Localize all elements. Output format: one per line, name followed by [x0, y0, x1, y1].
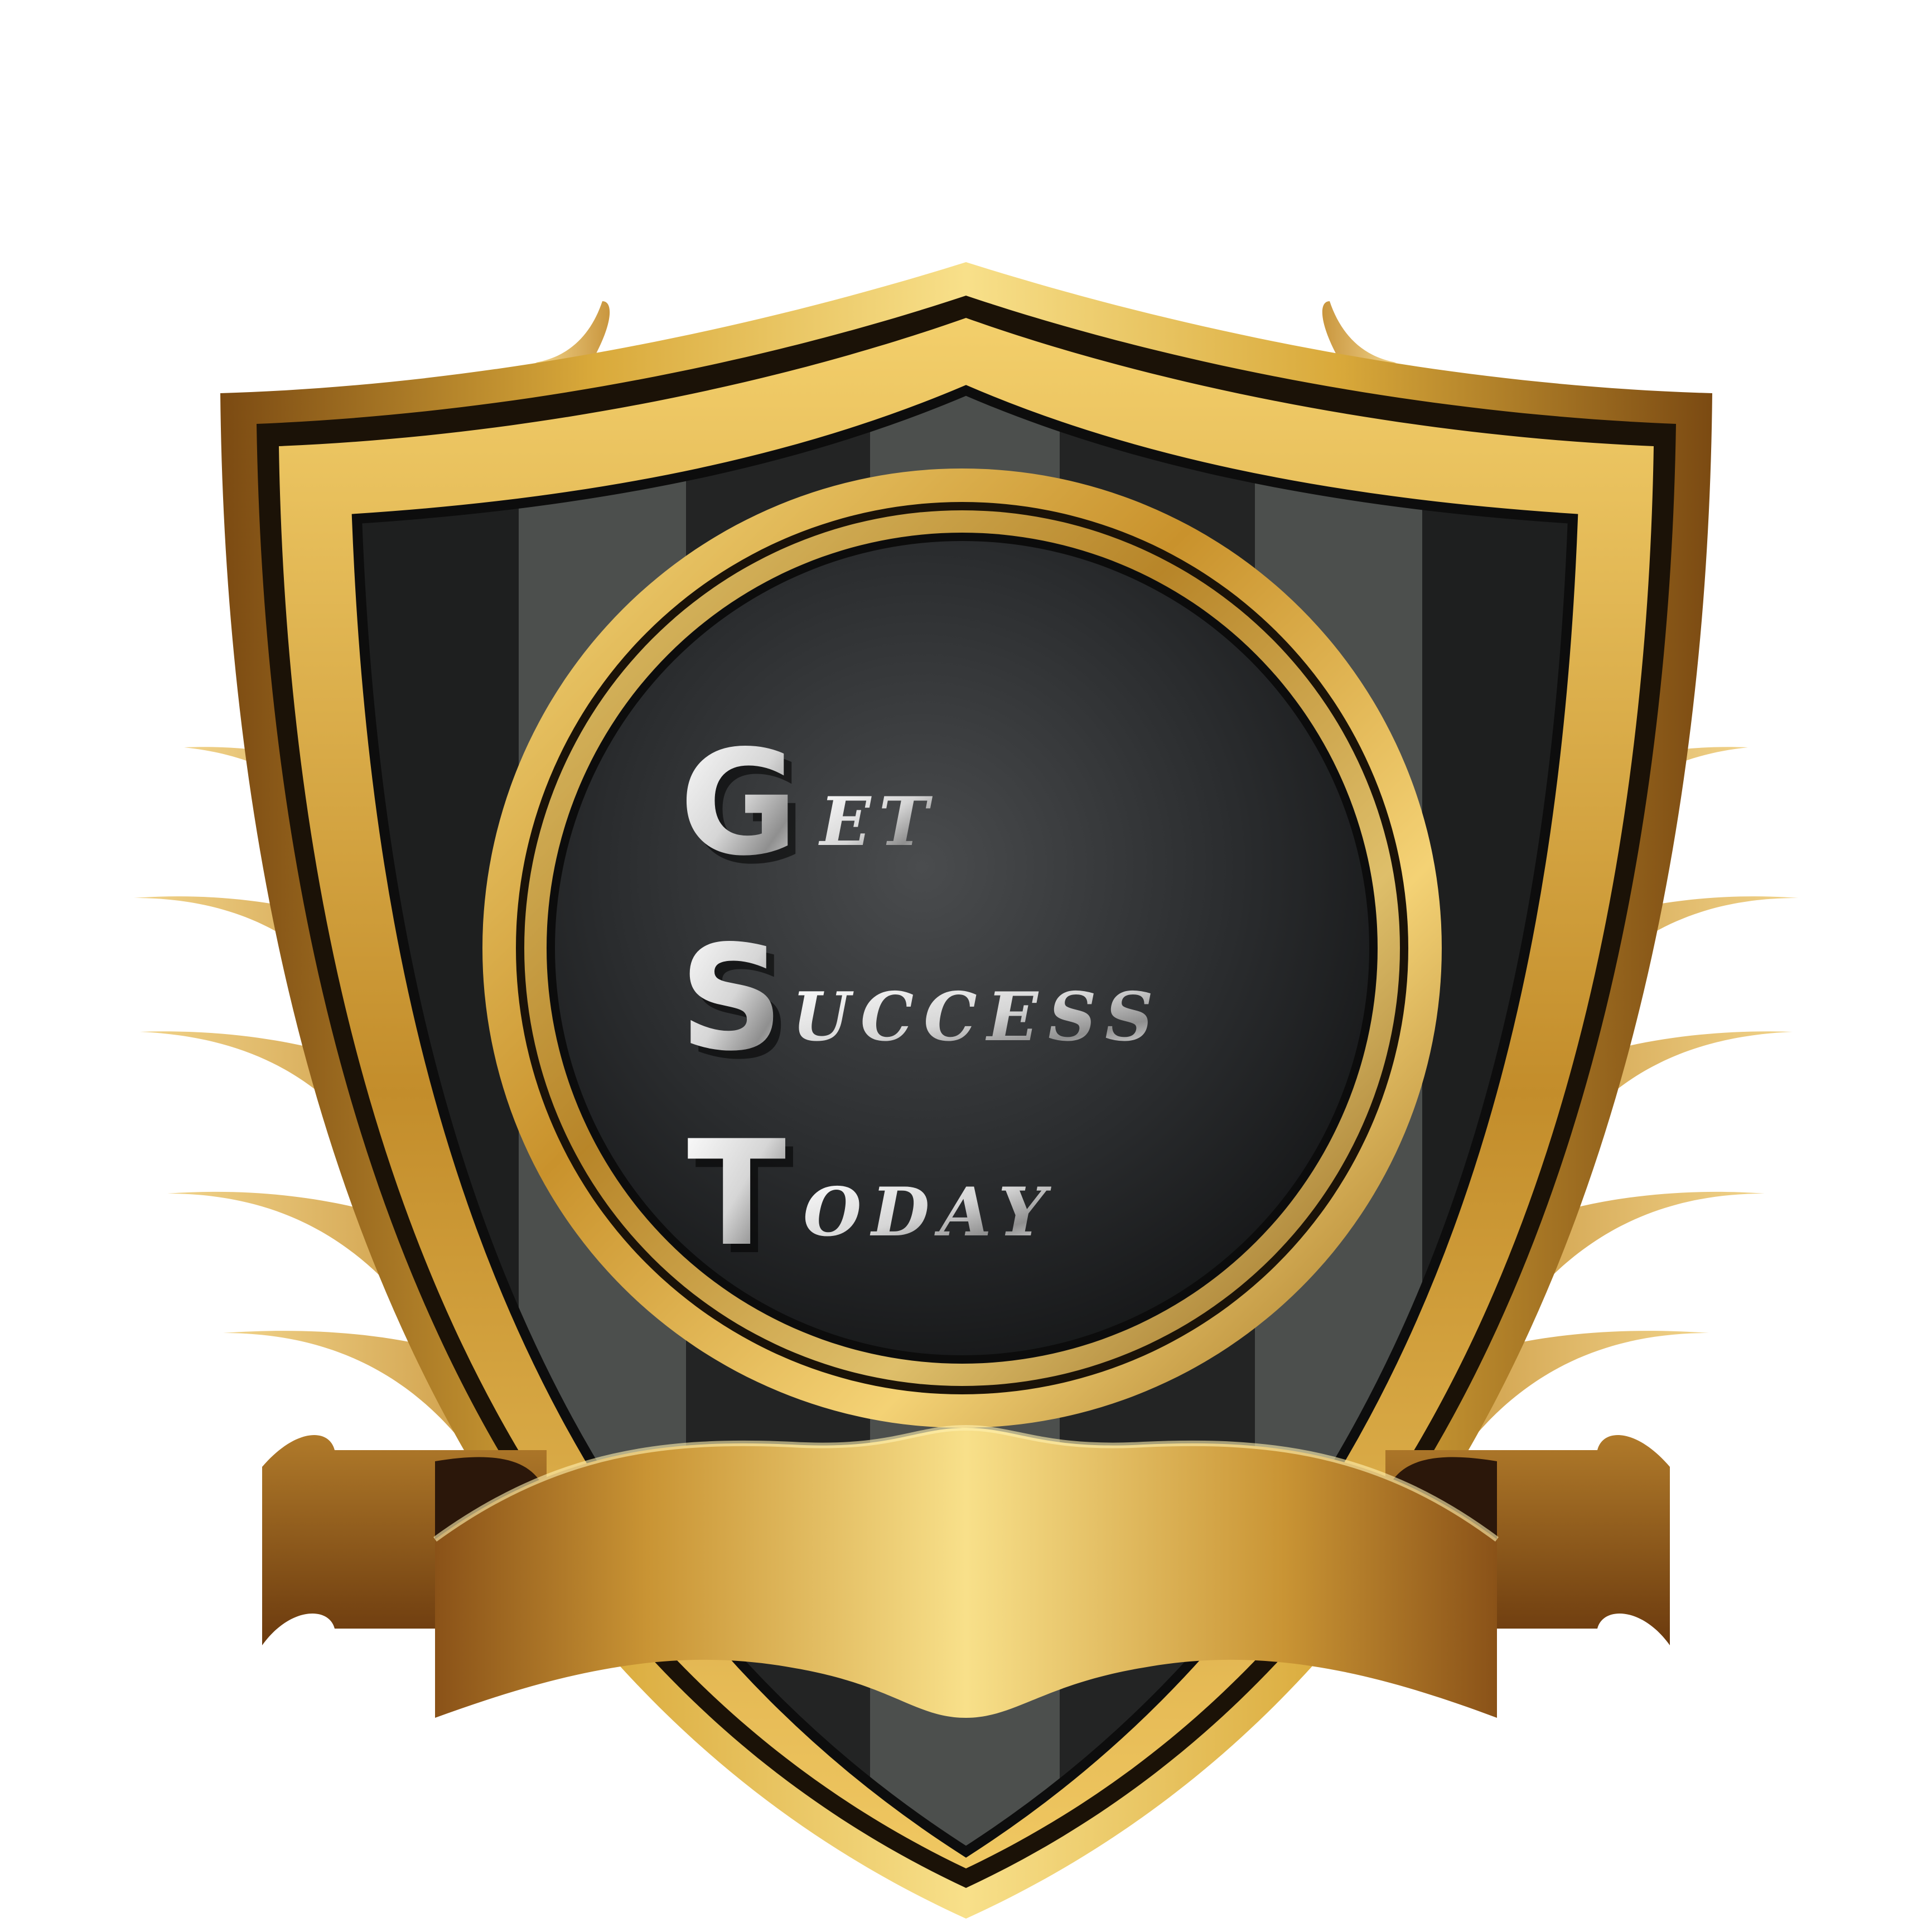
word-rest: ODAY	[803, 1173, 1056, 1252]
word-rest: UCCESS	[792, 978, 1163, 1056]
initial-letter: T	[687, 1110, 787, 1278]
initial-letter: G	[679, 719, 798, 888]
word-rest: ET	[818, 783, 936, 861]
initial-letter: S	[679, 915, 784, 1083]
ribbon-banner-icon	[262, 1424, 1670, 1718]
emblem	[482, 468, 1442, 1428]
initial-shadow: G	[687, 728, 806, 896]
initial-shadow: S	[687, 923, 791, 1091]
text-line-today: T T ODAY	[687, 1110, 1056, 1287]
logo-text: G G ET S S UCCESS T T ODAY	[679, 719, 1163, 1287]
text-line-get: G G ET	[679, 719, 936, 896]
text-line-success: S S UCCESS	[679, 915, 1163, 1091]
initial-shadow: T	[695, 1118, 795, 1287]
